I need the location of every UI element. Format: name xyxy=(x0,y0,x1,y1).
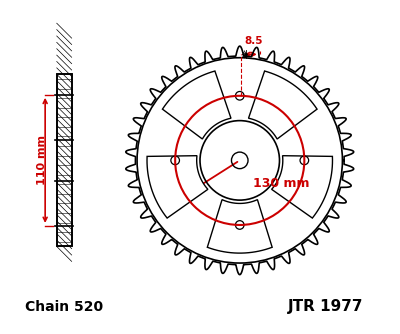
Polygon shape xyxy=(207,200,272,253)
Polygon shape xyxy=(162,71,231,139)
Polygon shape xyxy=(272,156,332,218)
Polygon shape xyxy=(248,71,317,139)
Polygon shape xyxy=(147,156,208,218)
Text: 110 mm: 110 mm xyxy=(37,135,47,185)
Bar xyxy=(57,74,72,246)
Text: 8.5: 8.5 xyxy=(244,36,263,46)
Text: 130 mm: 130 mm xyxy=(253,177,310,190)
Text: Chain 520: Chain 520 xyxy=(25,300,103,314)
Text: JTR 1977: JTR 1977 xyxy=(288,299,364,314)
Bar xyxy=(57,74,72,246)
